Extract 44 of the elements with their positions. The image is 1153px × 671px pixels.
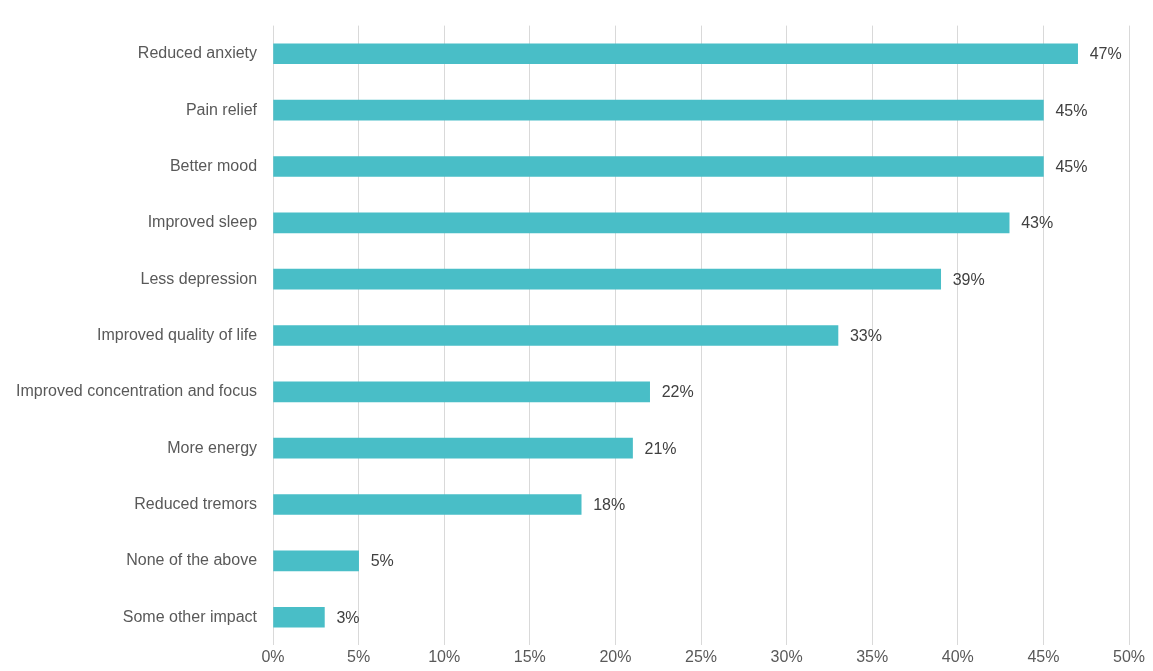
y-tick-label: Improved sleep xyxy=(147,213,258,231)
y-tick-label: Reduced tremors xyxy=(134,494,258,512)
bar xyxy=(273,325,839,346)
data-label: 43% xyxy=(1021,214,1054,232)
y-tick-label: Reduced anxiety xyxy=(137,44,258,62)
y-tick-label: Improved concentration and focus xyxy=(16,382,258,400)
x-tick-label: 10% xyxy=(428,648,461,666)
bar xyxy=(273,212,1010,234)
x-tick-label: 30% xyxy=(770,648,803,666)
x-tick-label: 20% xyxy=(599,648,632,666)
data-label: 47% xyxy=(1089,45,1122,63)
bar xyxy=(273,606,325,628)
y-tick-label: More energy xyxy=(167,438,258,456)
y-tick-label: Improved quality of life xyxy=(96,325,258,343)
bar xyxy=(273,437,633,459)
data-label: 18% xyxy=(593,495,626,513)
data-label: 39% xyxy=(952,270,985,288)
data-label: 45% xyxy=(1055,157,1088,175)
data-label: 22% xyxy=(661,383,694,401)
bar xyxy=(273,381,650,403)
data-label: 45% xyxy=(1055,101,1088,119)
data-label: 33% xyxy=(849,326,882,344)
x-tick-label: 15% xyxy=(513,648,546,666)
bar xyxy=(273,43,1078,65)
bar xyxy=(273,99,1044,121)
data-label: 3% xyxy=(336,608,360,626)
x-tick-label: 0% xyxy=(261,648,285,666)
x-tick-label: 25% xyxy=(685,648,718,666)
data-label: 21% xyxy=(644,439,677,457)
x-tick-label: 45% xyxy=(1027,648,1060,666)
y-tick-label: Better mood xyxy=(169,156,258,174)
bar xyxy=(273,494,582,515)
y-tick-label: Less depression xyxy=(140,269,258,287)
x-tick-label: 5% xyxy=(347,648,371,666)
x-tick-label: 40% xyxy=(941,648,974,666)
y-tick-label: Some other impact xyxy=(122,607,258,625)
y-tick-label: None of the above xyxy=(126,551,258,569)
bar xyxy=(273,156,1044,177)
y-tick-label: Pain relief xyxy=(185,100,258,118)
x-tick-label: 35% xyxy=(856,648,889,666)
bar xyxy=(273,268,942,290)
x-tick-label: 50% xyxy=(1112,648,1146,666)
bar xyxy=(273,550,359,572)
data-label: 5% xyxy=(370,552,394,570)
